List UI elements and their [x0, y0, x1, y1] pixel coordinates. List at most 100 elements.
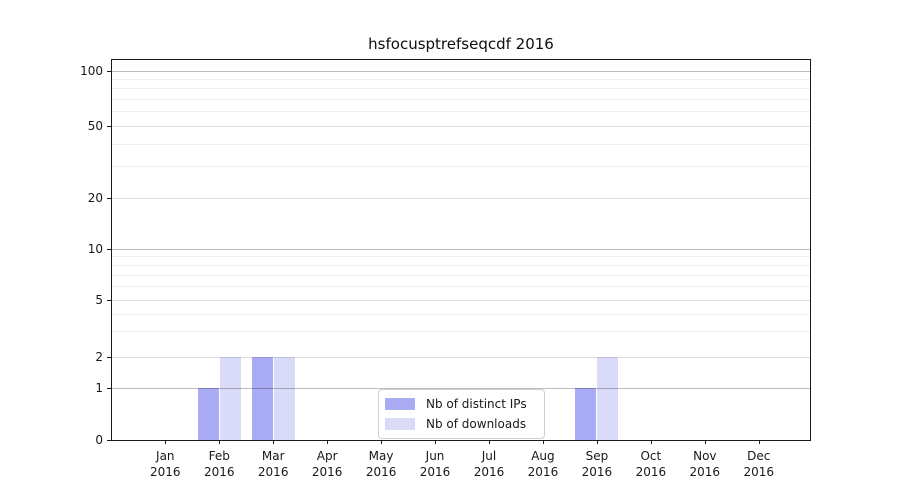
minor-gridline-y-90	[112, 78, 810, 80]
gridline-y-20	[112, 198, 810, 199]
minor-gridline-y-4	[112, 313, 810, 315]
y-tick-label-100: 100	[80, 63, 103, 78]
y-tick-mark-1	[107, 388, 111, 389]
x-tick-month: Jun	[425, 449, 445, 463]
legend: Nb of distinct IPs Nb of downloads	[378, 389, 545, 439]
legend-label-distinct-ips: Nb of distinct IPs	[426, 397, 527, 411]
x-tick-label-apr: Apr 2016	[312, 448, 343, 480]
minor-gridline-y-70	[112, 99, 810, 101]
legend-swatch-downloads-icon	[385, 418, 415, 430]
x-tick-year: 2016	[365, 465, 397, 479]
y-tick-mark-50	[107, 126, 111, 127]
gridline-y-5	[112, 300, 810, 301]
x-tick-month: May	[368, 449, 394, 463]
x-tick-month: Aug	[531, 449, 555, 463]
x-tick-mark-dec	[758, 440, 760, 444]
x-tick-year: 2016	[689, 465, 721, 479]
x-tick-year: 2016	[257, 465, 289, 479]
minor-gridline-y-60	[112, 111, 810, 113]
y-tick-label-20: 20	[87, 191, 103, 205]
minor-gridline-y-8	[112, 265, 810, 267]
x-tick-month: Sep	[585, 449, 609, 463]
x-tick-label-dec: Dec 2016	[743, 448, 774, 480]
bar-distinct-ips-sep	[575, 388, 597, 440]
minor-gridline-y-80	[112, 88, 810, 90]
x-tick-year: 2016	[311, 465, 343, 479]
y-tick-mark-10	[107, 248, 111, 250]
x-tick-mark-mar	[273, 440, 275, 444]
y-tick-label-1: 1	[95, 381, 103, 395]
x-tick-month: Jul	[481, 449, 497, 463]
x-tick-mark-aug	[542, 440, 544, 444]
x-tick-year: 2016	[635, 465, 667, 479]
minor-gridline-y-9	[112, 256, 810, 258]
y-tick-label-10: 10	[87, 241, 103, 256]
x-tick-label-may: May 2016	[366, 448, 397, 480]
legend-item-distinct-ips: Nb of distinct IPs	[385, 394, 538, 414]
x-tick-mark-jul	[489, 440, 490, 444]
x-tick-mark-nov	[704, 440, 706, 444]
x-tick-year: 2016	[203, 465, 235, 479]
y-tick-label-50: 50	[87, 119, 103, 133]
x-tick-label-jun: Jun 2016	[420, 448, 451, 480]
legend-swatch-distinct-ips-icon	[385, 398, 415, 410]
x-tick-label-mar: Mar 2016	[258, 448, 289, 480]
x-tick-month: Dec	[747, 449, 771, 463]
x-tick-year: 2016	[419, 465, 451, 479]
y-tick-mark-5	[107, 300, 111, 301]
y-tick-label-5: 5	[95, 293, 103, 307]
x-tick-year: 2016	[150, 465, 181, 479]
x-tick-mark-jan	[165, 440, 167, 444]
x-tick-label-jan: Jan 2016	[150, 448, 181, 480]
x-tick-month: Nov	[693, 449, 717, 463]
bar-downloads-feb	[219, 356, 241, 440]
minor-gridline-y-6	[112, 286, 810, 288]
x-tick-label-jul: Jul 2016	[474, 448, 505, 480]
x-tick-month: Mar	[261, 449, 285, 463]
grid-layer	[112, 60, 810, 440]
bar-downloads-sep	[597, 356, 619, 440]
gridline-y-100	[112, 70, 810, 72]
bars-layer	[112, 60, 810, 440]
x-tick-month: Feb	[208, 449, 230, 463]
x-tick-month: Apr	[316, 449, 338, 463]
minor-gridline-y-30	[112, 166, 810, 168]
bar-downloads-mar	[273, 356, 295, 440]
x-tick-month: Jan	[156, 449, 175, 463]
x-tick-mark-oct	[650, 440, 652, 444]
legend-label-downloads: Nb of downloads	[426, 417, 527, 431]
gridline-y-1	[112, 388, 810, 389]
x-tick-year: 2016	[743, 465, 775, 479]
chart-title: hsfocusptrefseqcdf 2016	[368, 35, 554, 53]
x-tick-label-nov: Nov 2016	[690, 448, 721, 480]
minor-gridline-y-40	[112, 143, 810, 145]
x-tick-year: 2016	[527, 465, 559, 479]
x-tick-year: 2016	[581, 465, 613, 479]
y-tick-mark-2	[107, 356, 111, 358]
x-tick-mark-may	[381, 440, 383, 444]
x-tick-label-feb: Feb 2016	[204, 448, 235, 480]
legend-item-downloads: Nb of downloads	[385, 414, 538, 434]
bar-distinct-ips-mar	[251, 356, 273, 440]
x-tick-mark-apr	[327, 440, 329, 444]
x-tick-month: Oct	[640, 449, 662, 463]
x-tick-label-sep: Sep 2016	[582, 448, 613, 480]
gridline-y-10	[112, 248, 810, 250]
x-tick-mark-jun	[435, 440, 437, 444]
y-tick-mark-100	[107, 70, 111, 72]
x-tick-year: 2016	[473, 465, 505, 479]
x-tick-mark-sep	[596, 440, 598, 444]
x-tick-label-aug: Aug 2016	[528, 448, 559, 480]
gridline-y-2	[112, 356, 810, 358]
plot-area	[111, 59, 811, 441]
y-tick-mark-0	[107, 440, 111, 441]
y-tick-label-2: 2	[95, 349, 103, 364]
y-tick-label-0: 0	[95, 433, 103, 447]
minor-gridline-y-7	[112, 275, 810, 276]
minor-gridline-y-3	[112, 331, 810, 333]
gridline-y-50	[112, 126, 810, 127]
x-tick-mark-feb	[219, 440, 221, 444]
bar-distinct-ips-feb	[197, 388, 219, 440]
x-tick-label-oct: Oct 2016	[636, 448, 667, 480]
